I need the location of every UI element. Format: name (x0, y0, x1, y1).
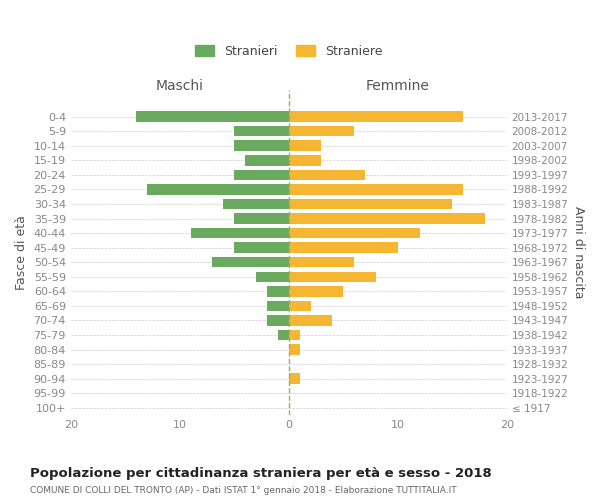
Bar (289, 286, 343, 296)
Bar (289, 242, 398, 253)
Bar (278, 330, 289, 340)
Bar (234, 140, 289, 151)
Bar (234, 170, 289, 180)
Bar (136, 112, 289, 122)
Bar (289, 126, 354, 136)
Bar (212, 257, 289, 268)
Bar (234, 242, 289, 253)
Text: Maschi: Maschi (156, 80, 204, 94)
Y-axis label: Anni di nascita: Anni di nascita (572, 206, 585, 299)
Bar (289, 198, 452, 209)
Bar (289, 184, 463, 194)
Bar (245, 155, 289, 166)
Bar (191, 228, 289, 238)
Bar (289, 374, 299, 384)
Bar (267, 300, 289, 311)
Text: Femmine: Femmine (366, 80, 430, 94)
Bar (289, 214, 485, 224)
Bar (289, 272, 376, 282)
Text: COMUNE DI COLLI DEL TRONTO (AP) - Dati ISTAT 1° gennaio 2018 - Elaborazione TUTT: COMUNE DI COLLI DEL TRONTO (AP) - Dati I… (30, 486, 457, 495)
Bar (289, 112, 463, 122)
Bar (289, 300, 311, 311)
Legend: Stranieri, Straniere: Stranieri, Straniere (195, 44, 382, 58)
Bar (147, 184, 289, 194)
Bar (289, 330, 299, 340)
Text: Popolazione per cittadinanza straniera per età e sesso - 2018: Popolazione per cittadinanza straniera p… (30, 468, 492, 480)
Bar (234, 214, 289, 224)
Bar (267, 286, 289, 296)
Bar (289, 140, 322, 151)
Bar (267, 315, 289, 326)
Bar (234, 126, 289, 136)
Bar (256, 272, 289, 282)
Bar (289, 315, 332, 326)
Y-axis label: Fasce di età: Fasce di età (15, 216, 28, 290)
Bar (289, 228, 419, 238)
Bar (223, 198, 289, 209)
Bar (289, 257, 354, 268)
Bar (289, 155, 322, 166)
Bar (289, 344, 299, 355)
Bar (289, 170, 365, 180)
